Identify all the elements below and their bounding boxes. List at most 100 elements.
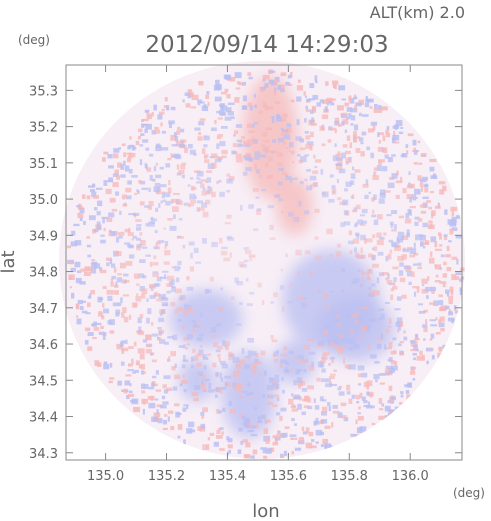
speckle — [149, 175, 153, 181]
speckle — [291, 451, 294, 455]
speckle — [253, 139, 258, 145]
speckle — [334, 120, 340, 126]
speckle — [189, 203, 195, 207]
speckle — [182, 359, 189, 363]
speckle — [141, 398, 148, 404]
speckle — [300, 156, 307, 163]
speckle — [377, 214, 383, 220]
speckle — [103, 361, 108, 365]
speckle — [103, 227, 106, 232]
speckle — [413, 252, 419, 256]
speckle — [460, 276, 465, 280]
speckle — [418, 162, 423, 165]
speckle — [182, 374, 185, 379]
speckle — [145, 147, 150, 151]
speckle — [269, 224, 274, 231]
speckle — [207, 185, 211, 189]
speckle — [346, 135, 351, 141]
speckle — [193, 153, 197, 156]
speckle — [332, 404, 338, 409]
speckle — [159, 339, 166, 344]
speckle — [369, 106, 373, 109]
speckle — [186, 334, 193, 340]
speckle — [111, 208, 118, 212]
speckle — [455, 235, 462, 239]
speckle — [274, 436, 281, 441]
speckle — [314, 159, 322, 163]
speckle — [349, 250, 353, 255]
speckle — [138, 326, 142, 333]
speckle — [148, 187, 151, 192]
speckle — [236, 323, 242, 326]
speckle — [77, 212, 84, 219]
speckle — [154, 126, 159, 130]
speckle — [430, 286, 436, 292]
speckle — [146, 317, 150, 324]
speckle — [106, 262, 110, 267]
speckle — [91, 261, 98, 265]
speckle — [219, 448, 225, 451]
speckle — [346, 107, 353, 112]
speckle — [184, 147, 189, 154]
speckle — [131, 145, 136, 151]
speckle — [421, 176, 428, 181]
speckle — [133, 341, 137, 347]
speckle — [291, 393, 294, 397]
speckle — [253, 370, 256, 376]
speckle — [207, 187, 213, 192]
speckle — [388, 341, 393, 348]
speckle — [126, 157, 132, 163]
speckle — [442, 273, 448, 278]
speckle — [121, 348, 125, 354]
speckle — [86, 195, 91, 200]
speckle — [420, 243, 424, 247]
speckle — [141, 246, 148, 249]
speckle — [346, 116, 351, 120]
speckle — [119, 210, 122, 215]
speckle — [230, 296, 235, 300]
speckle — [272, 435, 278, 439]
speckle — [137, 317, 142, 324]
speckle — [175, 411, 181, 418]
speckle — [152, 262, 159, 266]
speckle — [352, 166, 355, 171]
speckle — [382, 272, 389, 276]
speckle — [364, 102, 370, 108]
speckle — [109, 362, 113, 368]
speckle — [332, 98, 336, 101]
speckle — [353, 207, 358, 212]
speckle — [267, 156, 273, 162]
speckle — [450, 206, 458, 212]
speckle — [275, 412, 281, 416]
speckle — [153, 165, 157, 172]
speckle — [213, 342, 218, 348]
speckle — [235, 87, 241, 90]
speckle — [367, 274, 370, 281]
speckle — [391, 365, 398, 371]
speckle — [228, 175, 235, 181]
speckle — [280, 268, 284, 272]
speckle — [373, 108, 380, 113]
speckle — [316, 289, 319, 292]
speckle — [367, 128, 374, 133]
speckle — [429, 338, 433, 341]
speckle — [445, 305, 450, 310]
speckle — [214, 158, 222, 163]
speckle — [267, 205, 275, 209]
speckle — [206, 91, 210, 95]
speckle — [242, 171, 248, 176]
speckle — [152, 178, 155, 182]
speckle — [263, 139, 271, 143]
speckle — [307, 385, 315, 390]
speckle — [399, 277, 406, 283]
speckle — [282, 359, 285, 362]
speckle — [160, 200, 164, 204]
speckle — [161, 130, 166, 134]
x-tick-label: 135.2 — [148, 469, 185, 484]
speckle — [348, 113, 352, 117]
speckle — [268, 70, 276, 73]
speckle — [286, 123, 292, 128]
speckle — [186, 428, 193, 434]
speckle — [162, 401, 169, 405]
speckle — [431, 354, 435, 360]
